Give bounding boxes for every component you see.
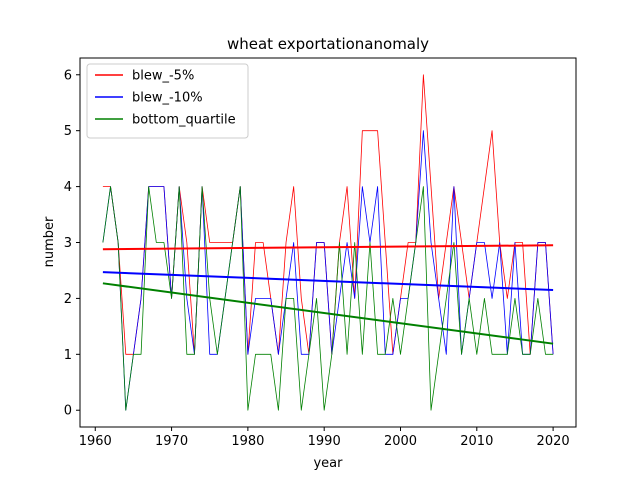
y-tick-label: 0 — [64, 404, 72, 419]
x-tick-label: 2020 — [537, 434, 570, 449]
legend-label: blew_-10% — [132, 91, 203, 106]
x-axis: 1960 1970 1980 1990 2000 2010 2020 — [79, 427, 570, 449]
y-tick-label: 6 — [64, 68, 72, 83]
plot-area — [102, 74, 554, 411]
series-line-2 — [102, 186, 554, 411]
y-tick-label: 1 — [64, 348, 72, 363]
legend-label: bottom_quartile — [132, 113, 236, 128]
x-tick-label: 2010 — [460, 434, 493, 449]
y-tick-label: 4 — [64, 180, 72, 195]
chart-title: wheat exportationanomaly — [227, 35, 429, 53]
legend: blew_-5% blew_-10% bottom_quartile — [86, 63, 249, 139]
trend-line-2 — [102, 282, 554, 345]
series-line-1 — [102, 130, 554, 411]
x-tick-label: 1980 — [231, 434, 264, 449]
y-tick-label: 2 — [64, 292, 72, 307]
y-tick-label: 3 — [64, 236, 72, 251]
x-tick-label: 1990 — [308, 434, 341, 449]
x-tick-label: 1970 — [155, 434, 188, 449]
x-tick-label: 2000 — [384, 434, 417, 449]
y-tick-label: 5 — [64, 124, 72, 139]
trend-line-1 — [102, 271, 554, 292]
trend-line-0 — [102, 244, 554, 251]
x-axis-label: year — [313, 456, 343, 471]
x-tick-label: 1960 — [79, 434, 112, 449]
y-axis: 0 1 2 3 4 5 6 — [64, 68, 80, 419]
legend-box — [86, 63, 249, 139]
y-axis-label: number — [42, 216, 57, 267]
legend-label: blew_-5% — [132, 69, 194, 84]
